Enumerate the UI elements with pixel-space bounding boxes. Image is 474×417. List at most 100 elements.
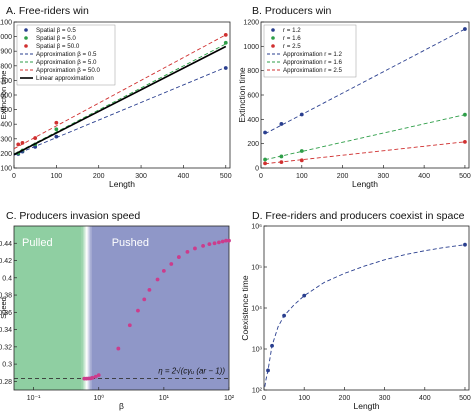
- legend-entry: Spatial β = 50.0: [36, 43, 80, 50]
- series-line: [13, 66, 226, 156]
- legend-entry: Approximation r = 2.5: [283, 67, 343, 74]
- y-tick-label: 1000: [0, 34, 12, 41]
- data-point: [223, 66, 228, 70]
- y-tick-label: 0.28: [0, 379, 12, 386]
- x-tick-label: 500: [459, 395, 471, 402]
- chart-panel-2: Pulled Pushed 10⁻¹ 10⁰ 10¹ 10² 0.28 0.3 0.32 0.34…: [0, 210, 235, 411]
- data-point: [161, 268, 166, 273]
- x-tick-label: 0: [262, 395, 266, 402]
- data-point: [169, 262, 174, 266]
- data-point: [217, 240, 221, 245]
- data-point: [127, 323, 132, 328]
- y-axis-label: Speed: [0, 297, 8, 319]
- series-line: [265, 141, 465, 165]
- y-tick-label: 0.3: [2, 362, 12, 369]
- data-point: [54, 127, 59, 132]
- y-tick-label: 1000: [243, 44, 259, 51]
- x-tick-label: 400: [419, 395, 431, 402]
- y-tick-label: 10⁴: [251, 306, 262, 313]
- formula-annotation: η = 2√(cγᵤ (ar − 1)): [158, 367, 225, 376]
- y-tick-label: 10²: [252, 388, 263, 395]
- x-axis-label: Length: [354, 401, 380, 411]
- legend-entry: Approximation r = 1.2: [283, 51, 343, 58]
- plot-frame: [263, 225, 470, 391]
- legend-entry: r = 2.5: [283, 43, 301, 50]
- y-tick-label: 0.44: [0, 241, 12, 248]
- region-label: Pushed: [112, 237, 149, 249]
- x-tick-label: 100: [51, 173, 63, 180]
- legend-entry: Linear approximation: [36, 75, 94, 82]
- x-tick-label: 300: [379, 395, 391, 402]
- series-line: [13, 45, 227, 156]
- y-tick-label: 100: [0, 166, 12, 173]
- x-tick-label: 500: [220, 173, 232, 180]
- x-axis-label: β: [119, 401, 124, 411]
- legend-entry: Spatial β = 5.0: [36, 35, 76, 42]
- legend-entry: r = 1.6: [283, 35, 301, 42]
- data-point: [193, 246, 197, 251]
- legend-marker: [271, 36, 275, 40]
- legend-marker: [271, 28, 275, 32]
- y-tick-label: 800: [0, 63, 12, 70]
- y-tick-label: 400: [0, 122, 12, 129]
- y-tick-label: 0.36: [0, 310, 12, 317]
- x-tick-label: 10²: [224, 395, 235, 402]
- data-point: [299, 158, 304, 163]
- data-point: [116, 346, 121, 351]
- panel-title: A. Free-riders win: [6, 5, 89, 17]
- y-tick-label: 800: [247, 68, 259, 75]
- data-point: [90, 375, 95, 380]
- legend-entry: Approximation β = 50.0: [36, 67, 100, 74]
- data-point: [20, 140, 25, 145]
- legend-box: [263, 24, 357, 78]
- data-point: [185, 249, 190, 254]
- y-tick-label: 400: [247, 117, 259, 124]
- x-tick-label: 10⁰: [93, 394, 104, 402]
- y-tick-label: 10³: [252, 347, 263, 354]
- data-point: [263, 130, 267, 135]
- data-point: [54, 120, 59, 125]
- region-transition: [81, 226, 92, 390]
- data-point: [93, 374, 98, 379]
- data-point: [463, 112, 467, 117]
- legend-entry: Approximation β = 5.0: [36, 59, 97, 66]
- y-tick-label: 1200: [243, 20, 259, 27]
- x-tick-label: 0: [259, 173, 263, 180]
- data-point: [136, 308, 140, 313]
- data-point: [201, 243, 205, 248]
- panel-title: B. Producers win: [252, 5, 332, 17]
- series-line: [265, 114, 465, 161]
- y-tick-label: 200: [247, 141, 259, 148]
- data-point: [223, 32, 228, 37]
- panel-title: D. Free-riders and producers coexist in …: [252, 210, 465, 222]
- data-point: [299, 149, 304, 153]
- data-point: [147, 287, 152, 292]
- x-tick-label: 200: [337, 173, 349, 180]
- x-tick-label: 200: [339, 395, 351, 402]
- x-tick-label: 300: [378, 173, 390, 180]
- y-tick-label: 700: [0, 78, 12, 85]
- data-point: [16, 142, 21, 147]
- legend-marker: [24, 36, 28, 40]
- y-tick-label: 0.42: [0, 258, 12, 265]
- data-point: [223, 40, 228, 45]
- y-axis-label: Coexistence time: [240, 275, 250, 340]
- y-tick-label: 600: [247, 93, 259, 100]
- data-point: [220, 239, 225, 244]
- x-tick-label: 10¹: [159, 395, 170, 402]
- legend-marker: [24, 44, 28, 48]
- x-tick-label: 100: [296, 173, 308, 180]
- data-point: [176, 255, 181, 259]
- y-tick-label: 0.32: [0, 344, 12, 351]
- data-point: [463, 139, 467, 144]
- legend-box: [16, 24, 116, 86]
- x-tick-label: 10⁻¹: [27, 395, 41, 402]
- y-tick-label: 0.38: [0, 293, 12, 300]
- region-pushed: [91, 226, 229, 390]
- legend-entry: r = 1.2: [283, 27, 301, 34]
- y-tick-label: 0: [255, 166, 259, 173]
- legend-entry: Approximation β = 0.5: [36, 51, 97, 58]
- panel-title: C. Producers invasion speed: [6, 210, 140, 222]
